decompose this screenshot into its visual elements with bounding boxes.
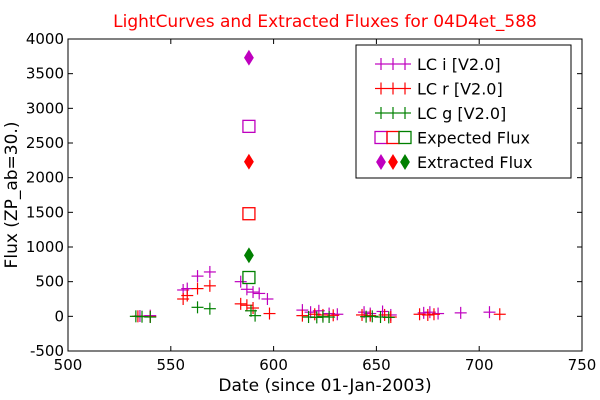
legend-marker-0-1 xyxy=(387,58,399,70)
point-s2-6 xyxy=(249,309,262,322)
legend-label-0: LC i [V2.0] xyxy=(417,55,501,74)
point-s1-5 xyxy=(203,279,216,292)
point-s0-8 xyxy=(247,286,260,299)
legend-marker-0-2 xyxy=(399,58,411,70)
x-tick-label-1: 550 xyxy=(156,356,185,374)
x-tick-label-5: 750 xyxy=(568,356,597,374)
legend-marker-2-0 xyxy=(375,107,387,119)
point-s3-2 xyxy=(242,270,256,285)
legend-marker-3-2 xyxy=(398,130,412,145)
y-tick-label-1: 0 xyxy=(54,307,64,325)
point-s1-4 xyxy=(191,282,204,295)
point-s3-0 xyxy=(242,119,256,134)
point-s2-14 xyxy=(382,311,395,324)
x-tick-label-0: 500 xyxy=(54,356,83,374)
legend-label-1: LC r [V2.0] xyxy=(417,80,503,99)
plot-frame xyxy=(67,38,583,352)
data-points xyxy=(129,49,506,324)
legend-marker-2-1 xyxy=(387,107,399,119)
x-axis-label: Date (since 01-Jan-2003) xyxy=(218,376,431,396)
point-s0-10 xyxy=(261,293,274,305)
point-s1-11 xyxy=(308,308,321,321)
point-s0-24 xyxy=(483,306,496,319)
point-s2-8 xyxy=(310,311,323,324)
y-tick-label-9: 4000 xyxy=(26,30,64,48)
x-tick-label-3: 650 xyxy=(362,356,391,374)
y-tick-label-2: 500 xyxy=(35,273,64,291)
legend-marker-4-0 xyxy=(376,154,386,170)
x-tick-label-4: 700 xyxy=(465,356,494,374)
legend-marker-4-2 xyxy=(400,154,410,170)
point-s0-23 xyxy=(454,306,467,319)
point-s1-8 xyxy=(247,302,260,315)
legend-marker-1-2 xyxy=(399,82,411,95)
point-s1-10 xyxy=(296,309,309,322)
point-s2-4 xyxy=(203,302,216,315)
point-s2-3 xyxy=(191,301,204,314)
point-s1-21 xyxy=(493,308,506,321)
point-s4-1 xyxy=(243,153,254,170)
point-s0-9 xyxy=(253,287,266,300)
legend-marker-0-0 xyxy=(375,58,387,70)
legend-marker-1-1 xyxy=(387,82,399,95)
point-s2-12 xyxy=(366,310,379,323)
x-tick-label-2: 600 xyxy=(259,356,288,374)
y-axis-label: Flux (ZP_ab=30.) xyxy=(2,122,22,269)
point-s1-19 xyxy=(421,308,434,321)
point-s2-10 xyxy=(323,311,336,324)
point-s1-20 xyxy=(427,308,440,321)
point-s1-18 xyxy=(413,308,426,321)
point-s1-6 xyxy=(234,297,247,310)
point-s0-6 xyxy=(234,275,247,288)
y-tick-label-0: -500 xyxy=(30,342,64,360)
point-s0-7 xyxy=(240,283,253,296)
legend-marker-4-1 xyxy=(388,154,398,170)
y-tick-label-4: 1500 xyxy=(26,203,64,221)
y-tick-label-6: 2500 xyxy=(26,134,64,152)
point-s1-9 xyxy=(263,307,276,320)
y-tick-label-3: 1000 xyxy=(26,238,64,256)
y-tick-label-5: 2000 xyxy=(26,169,64,187)
point-s2-2 xyxy=(144,311,157,324)
legend-marker-1-0 xyxy=(375,82,387,95)
legend-label-2: LC g [V2.0] xyxy=(417,104,506,123)
point-s0-4 xyxy=(191,270,204,283)
point-s4-2 xyxy=(243,247,254,264)
point-s0-18 xyxy=(376,305,389,318)
legend-box xyxy=(355,44,572,179)
chart-title: LightCurves and Extracted Fluxes for 04D… xyxy=(113,12,537,32)
point-s1-3 xyxy=(181,289,194,302)
y-tick-label-7: 3000 xyxy=(26,99,64,117)
legend: LC i [V2.0] LC r [V2.0] LC g [V2.0] Expecte… xyxy=(355,44,572,179)
legend-label-3: Expected Flux xyxy=(417,129,530,148)
axis-ticks: 500 550 600 650 700 750 -500 0 500 1000 1500 2000 25… xyxy=(26,30,597,374)
point-s3-1 xyxy=(242,207,256,221)
point-s4-0 xyxy=(243,49,254,66)
y-tick-label-8: 3500 xyxy=(26,65,64,83)
legend-label-4: Extracted Flux xyxy=(417,153,533,172)
point-s0-5 xyxy=(203,265,216,278)
legend-marker-2-2 xyxy=(399,107,411,119)
